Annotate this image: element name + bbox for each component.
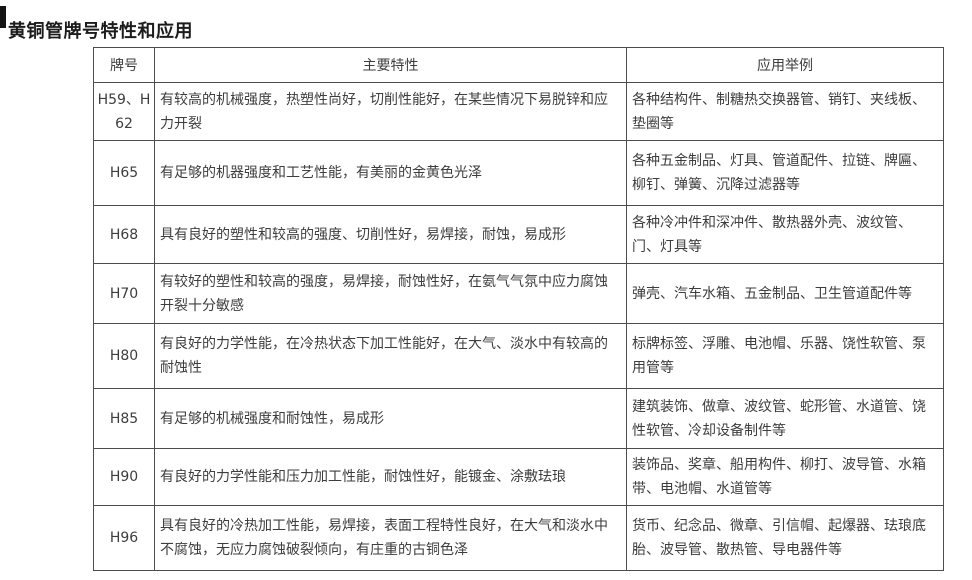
grade-cell: H65 [93, 140, 155, 206]
table-row: H96 具有良好的冷热加工性能，易焊接，表面工程特性良好，在大气和淡水中不腐蚀，… [93, 505, 944, 571]
brass-grade-table: 牌号 主要特性 应用举例 H59、H62 有较高的机械强度，热塑性尚好，切削性能… [93, 47, 944, 571]
applications-cell: 建筑装饰、做章、波纹管、蛇形管、水道管、饶性软管、冷却设备制件等 [626, 388, 944, 449]
applications-cell: 弹壳、汽车水箱、五金制品、卫生管道配件等 [626, 263, 944, 324]
grade-cell: H90 [93, 448, 155, 506]
table-row: H65 有足够的机器强度和工艺性能，有美丽的金黄色光泽 各种五金制品、灯具、管道… [93, 140, 944, 206]
features-cell: 有足够的机器强度和工艺性能，有美丽的金黄色光泽 [154, 140, 627, 206]
table-row: H59、H62 有较高的机械强度，热塑性尚好，切削性能好，在某些情况下易脱锌和应… [93, 82, 944, 141]
header-applications: 应用举例 [626, 47, 944, 83]
features-cell: 具有良好的冷热加工性能，易焊接，表面工程特性良好，在大气和淡水中不腐蚀，无应力腐… [154, 505, 627, 571]
grade-cell: H80 [93, 323, 155, 389]
table-row: H70 有较好的塑性和较高的强度，易焊接，耐蚀性好，在氨气气氛中应力腐蚀开裂十分… [93, 263, 944, 324]
header-grade: 牌号 [93, 47, 155, 83]
page-title: 黄铜管牌号特性和应用 [8, 21, 193, 43]
features-cell: 具有良好的塑性和较高的强度、切削性好，易焊接，耐蚀，易成形 [154, 205, 627, 264]
features-cell: 有较高的机械强度，热塑性尚好，切削性能好，在某些情况下易脱锌和应力开裂 [154, 82, 627, 141]
table-row: H85 有足够的机械强度和耐蚀性，易成形 建筑装饰、做章、波纹管、蛇形管、水道管… [93, 388, 944, 449]
table-row: H80 有良好的力学性能，在冷热状态下加工性能好，在大气、淡水中有较高的耐蚀性 … [93, 323, 944, 389]
applications-cell: 各种结构件、制糖热交换器管、销钉、夹线板、垫圈等 [626, 82, 944, 141]
grade-cell: H68 [93, 205, 155, 264]
applications-cell: 装饰品、奖章、船用构件、柳打、波导管、水箱带、电池帽、水道管等 [626, 448, 944, 506]
features-cell: 有良好的力学性能和压力加工性能，耐蚀性好，能镀金、涂敷珐琅 [154, 448, 627, 506]
features-cell: 有良好的力学性能，在冷热状态下加工性能好，在大气、淡水中有较高的耐蚀性 [154, 323, 627, 389]
applications-cell: 货币、纪念品、微章、引信帽、起爆器、珐琅底胎、波导管、散热管、导电器件等 [626, 505, 944, 571]
grade-cell: H59、H62 [93, 82, 155, 141]
applications-cell: 各种五金制品、灯具、管道配件、拉链、牌匾、柳钉、弹簧、沉降过滤器等 [626, 140, 944, 206]
applications-cell: 标牌标签、浮雕、电池帽、乐器、饶性软管、泵用管等 [626, 323, 944, 389]
title-marker [0, 6, 6, 28]
applications-cell: 各种冷冲件和深冲件、散热器外壳、波纹管、门、灯具等 [626, 205, 944, 264]
table-row: H90 有良好的力学性能和压力加工性能，耐蚀性好，能镀金、涂敷珐琅 装饰品、奖章… [93, 448, 944, 506]
features-cell: 有足够的机械强度和耐蚀性，易成形 [154, 388, 627, 449]
grade-cell: H96 [93, 505, 155, 571]
grade-cell: H70 [93, 263, 155, 324]
table-row: H68 具有良好的塑性和较高的强度、切削性好，易焊接，耐蚀，易成形 各种冷冲件和… [93, 205, 944, 264]
header-features: 主要特性 [154, 47, 627, 83]
features-cell: 有较好的塑性和较高的强度，易焊接，耐蚀性好，在氨气气氛中应力腐蚀开裂十分敏感 [154, 263, 627, 324]
grade-cell: H85 [93, 388, 155, 449]
table-header-row: 牌号 主要特性 应用举例 [93, 47, 944, 83]
